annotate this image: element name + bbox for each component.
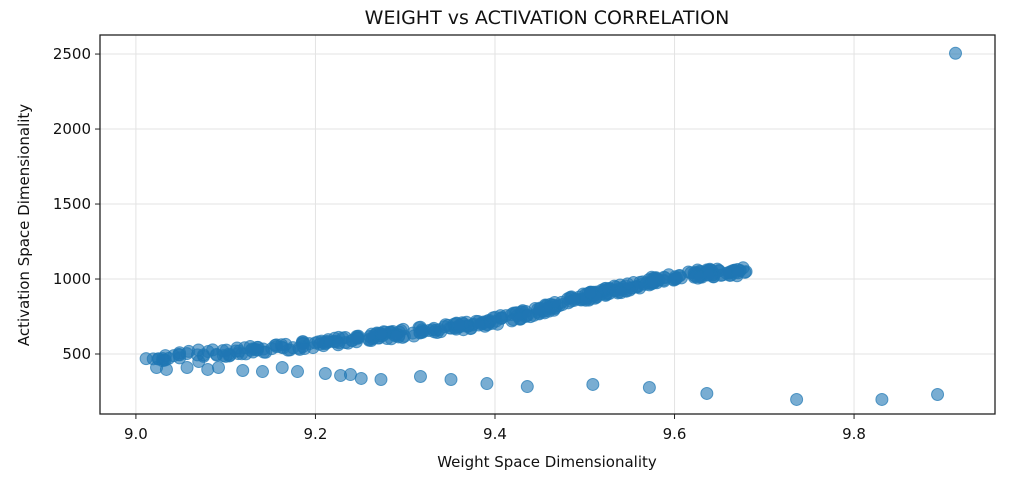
data-point bbox=[521, 308, 535, 322]
data-point bbox=[520, 380, 534, 394]
data-point bbox=[236, 364, 250, 378]
data-point bbox=[374, 327, 388, 341]
x-tick-label: 9.6 bbox=[663, 425, 687, 443]
data-point bbox=[645, 275, 659, 289]
y-tick-label: 1000 bbox=[53, 270, 91, 288]
data-point bbox=[567, 293, 581, 307]
data-point bbox=[374, 373, 388, 387]
data-point bbox=[674, 271, 688, 285]
data-point bbox=[642, 380, 656, 394]
x-tick-label: 9.0 bbox=[124, 425, 148, 443]
data-point bbox=[349, 331, 363, 345]
outlier-point bbox=[949, 46, 963, 60]
data-point bbox=[255, 365, 269, 379]
x-axis-ticks: 9.0 9.2 9.4 9.6 9.8 bbox=[124, 414, 866, 443]
data-point bbox=[211, 361, 225, 375]
y-axis-ticks: 500 1000 1500 2000 2500 bbox=[53, 45, 100, 363]
y-tick-label: 2500 bbox=[53, 45, 91, 63]
data-point bbox=[331, 338, 345, 352]
data-point bbox=[790, 392, 804, 406]
data-point bbox=[229, 344, 243, 358]
data-point bbox=[159, 362, 173, 376]
data-point bbox=[438, 320, 452, 334]
x-axis-label: Weight Space Dimensionality bbox=[437, 453, 657, 471]
data-point bbox=[343, 368, 357, 382]
data-point bbox=[931, 388, 945, 402]
y-tick-label: 1500 bbox=[53, 195, 91, 213]
data-points bbox=[139, 46, 963, 406]
y-tick-label: 2000 bbox=[53, 120, 91, 138]
data-point bbox=[192, 355, 206, 369]
data-point bbox=[219, 349, 233, 363]
data-point bbox=[413, 370, 427, 384]
data-point bbox=[472, 318, 486, 332]
data-point bbox=[415, 325, 429, 339]
data-point bbox=[275, 361, 289, 375]
data-point bbox=[583, 285, 597, 299]
data-point bbox=[354, 371, 368, 385]
data-point bbox=[620, 277, 634, 291]
data-point bbox=[531, 302, 545, 316]
data-point bbox=[452, 318, 466, 332]
data-point bbox=[250, 340, 264, 354]
data-point bbox=[444, 373, 458, 387]
data-point bbox=[720, 266, 734, 280]
y-tick-label: 500 bbox=[62, 345, 91, 363]
chart-title: WEIGHT vs ACTIVATION CORRELATION bbox=[365, 7, 730, 29]
data-point bbox=[389, 329, 403, 343]
x-tick-label: 9.4 bbox=[483, 425, 507, 443]
data-point bbox=[298, 342, 312, 356]
data-point bbox=[427, 321, 441, 335]
data-point bbox=[201, 362, 215, 376]
data-point bbox=[173, 348, 187, 362]
data-point bbox=[276, 341, 290, 355]
data-point bbox=[180, 361, 194, 375]
data-point bbox=[700, 386, 714, 400]
x-tick-label: 9.8 bbox=[842, 425, 866, 443]
data-point bbox=[139, 352, 153, 366]
data-point bbox=[311, 335, 325, 349]
data-point bbox=[614, 286, 628, 300]
data-point bbox=[875, 392, 889, 406]
plot-frame bbox=[99, 34, 996, 415]
data-point bbox=[290, 365, 304, 379]
data-point bbox=[318, 367, 332, 381]
y-axis-label: Activation Space Dimensionality bbox=[15, 104, 33, 346]
data-point bbox=[702, 268, 716, 282]
data-point bbox=[731, 266, 745, 280]
x-tick-label: 9.2 bbox=[304, 425, 328, 443]
data-point bbox=[586, 377, 600, 391]
data-point bbox=[480, 377, 494, 391]
